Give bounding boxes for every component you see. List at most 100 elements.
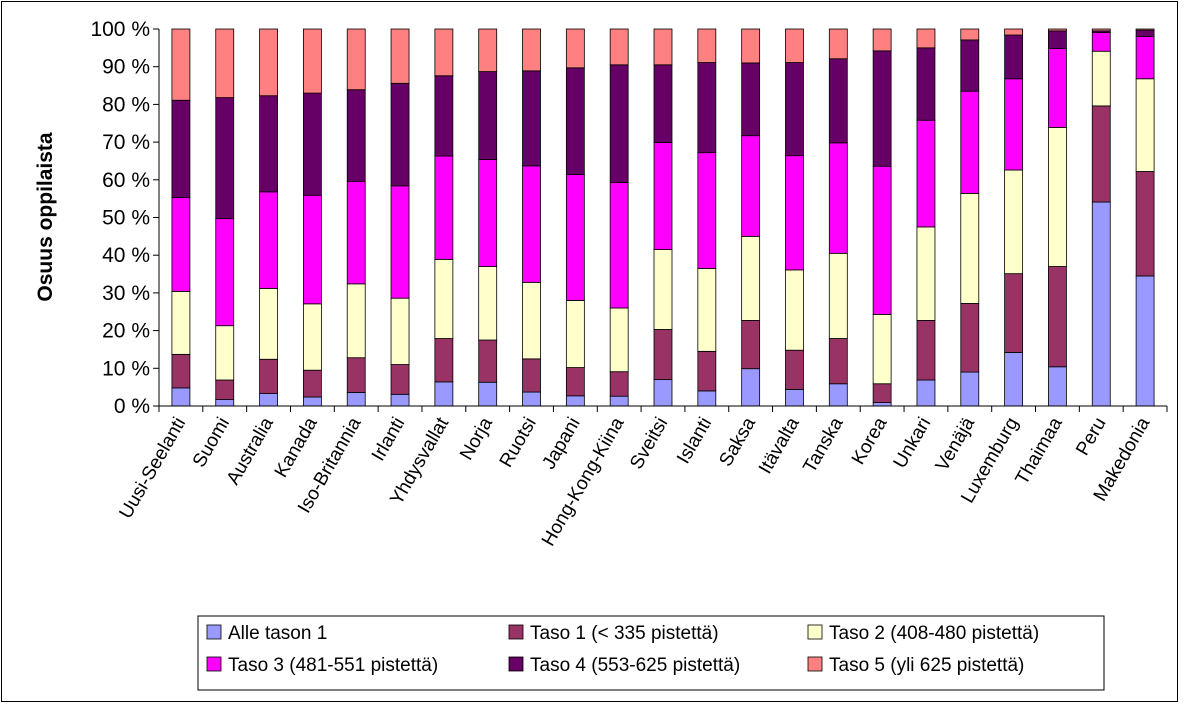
bar-segment bbox=[1091, 31, 1111, 52]
bar-segment bbox=[1091, 50, 1111, 107]
bar-segment bbox=[434, 28, 454, 77]
bar-segment bbox=[478, 339, 498, 383]
bar-segment bbox=[872, 383, 892, 404]
bar-segment bbox=[828, 252, 848, 339]
bar-segment bbox=[522, 358, 541, 393]
bar-segment bbox=[171, 28, 191, 101]
bar-segment bbox=[302, 194, 322, 305]
bar-segment bbox=[872, 402, 892, 407]
bar-segment bbox=[609, 28, 629, 66]
bar-segment bbox=[1048, 48, 1067, 128]
y-tick-label: 30 % bbox=[102, 282, 150, 305]
bar-segment bbox=[346, 89, 366, 182]
bar-segment bbox=[741, 320, 761, 370]
bar-segment bbox=[1004, 34, 1024, 80]
y-tick-label: 0 % bbox=[114, 395, 150, 418]
bar-segment bbox=[259, 28, 278, 97]
bar-segment bbox=[434, 75, 454, 157]
bar-segment bbox=[785, 155, 804, 271]
bar-segment bbox=[522, 165, 541, 283]
bar-segment bbox=[259, 287, 278, 360]
bar-segment bbox=[346, 392, 366, 407]
bar-segment bbox=[390, 185, 410, 299]
bar-segment bbox=[916, 47, 936, 121]
bar-segment bbox=[478, 266, 498, 341]
legend-swatch bbox=[206, 624, 222, 640]
bar-segment bbox=[916, 320, 936, 381]
bar-segment bbox=[522, 391, 541, 407]
bar-segment bbox=[785, 349, 804, 390]
bar-segment bbox=[741, 235, 761, 321]
bar-segment bbox=[565, 174, 585, 301]
bar-segment bbox=[346, 180, 366, 285]
legend-entry-label: Alle tason 1 bbox=[228, 623, 327, 644]
bar-segment bbox=[390, 364, 410, 395]
bar-segment bbox=[697, 390, 717, 407]
y-tick-label: 60 % bbox=[102, 169, 150, 192]
bar-segment bbox=[609, 182, 629, 309]
bar-segment bbox=[171, 353, 191, 389]
bar-segment bbox=[522, 281, 541, 360]
bar-segment bbox=[872, 313, 892, 385]
bar-segment bbox=[1004, 352, 1024, 407]
bar-segment bbox=[828, 383, 848, 407]
bar-segment bbox=[653, 28, 673, 66]
bar-segment bbox=[697, 28, 717, 63]
bar-segment bbox=[346, 28, 366, 91]
bar-segment bbox=[697, 267, 717, 352]
bar-segment bbox=[697, 350, 717, 392]
bar-segment bbox=[609, 371, 629, 397]
y-tick-label: 90 % bbox=[102, 56, 150, 79]
bar-segment bbox=[1135, 78, 1155, 172]
bar-segment bbox=[346, 357, 366, 393]
bar-segment bbox=[785, 28, 804, 63]
bar-segment bbox=[171, 290, 191, 355]
bar-segment bbox=[1048, 28, 1067, 32]
y-tick-label: 20 % bbox=[102, 320, 150, 343]
bar-segment bbox=[916, 28, 936, 49]
bar-segment bbox=[960, 90, 980, 194]
bar-segment bbox=[785, 389, 804, 407]
bar-segment bbox=[390, 393, 410, 407]
y-tick-label: 70 % bbox=[102, 131, 150, 154]
legend-swatch bbox=[508, 656, 524, 672]
bar-segment bbox=[434, 338, 454, 383]
bar-segment bbox=[697, 62, 717, 154]
bar-segment bbox=[478, 28, 498, 72]
bar-segment bbox=[390, 297, 410, 365]
bar-segment bbox=[609, 307, 629, 373]
y-tick-label: 40 % bbox=[102, 244, 150, 267]
bar-segment bbox=[741, 28, 761, 64]
bar-segment bbox=[872, 165, 892, 315]
bar-segment bbox=[302, 92, 322, 196]
bar-segment bbox=[1004, 169, 1024, 275]
y-tick-label: 50 % bbox=[102, 207, 150, 230]
bar-segment bbox=[215, 28, 235, 99]
bar-segment bbox=[916, 379, 936, 407]
bar-segment bbox=[1048, 366, 1067, 407]
bar-segment bbox=[916, 226, 936, 321]
bar-segment bbox=[302, 396, 322, 407]
bar-segment bbox=[1048, 266, 1067, 368]
bar-segment bbox=[653, 329, 673, 381]
bar-segment bbox=[522, 28, 541, 72]
bar-segment bbox=[1091, 201, 1111, 407]
bar-segment bbox=[609, 395, 629, 407]
bar-segment bbox=[1135, 171, 1155, 277]
legend-swatch bbox=[206, 656, 222, 672]
bar-segment bbox=[1091, 105, 1111, 203]
bar-segment bbox=[346, 283, 366, 359]
bar-segment bbox=[1091, 28, 1111, 32]
bar-segment bbox=[697, 152, 717, 269]
bar-segment bbox=[1004, 273, 1024, 353]
legend-entry-label: Taso 2 (408-480 pistettä) bbox=[829, 623, 1039, 644]
legend-box bbox=[197, 615, 1105, 691]
bar-segment bbox=[1004, 28, 1024, 36]
legend-swatch bbox=[807, 656, 823, 672]
bar-segment bbox=[828, 28, 848, 60]
bar-segment bbox=[960, 192, 980, 304]
bar-segment bbox=[828, 142, 848, 254]
bar-segment bbox=[1048, 30, 1067, 49]
